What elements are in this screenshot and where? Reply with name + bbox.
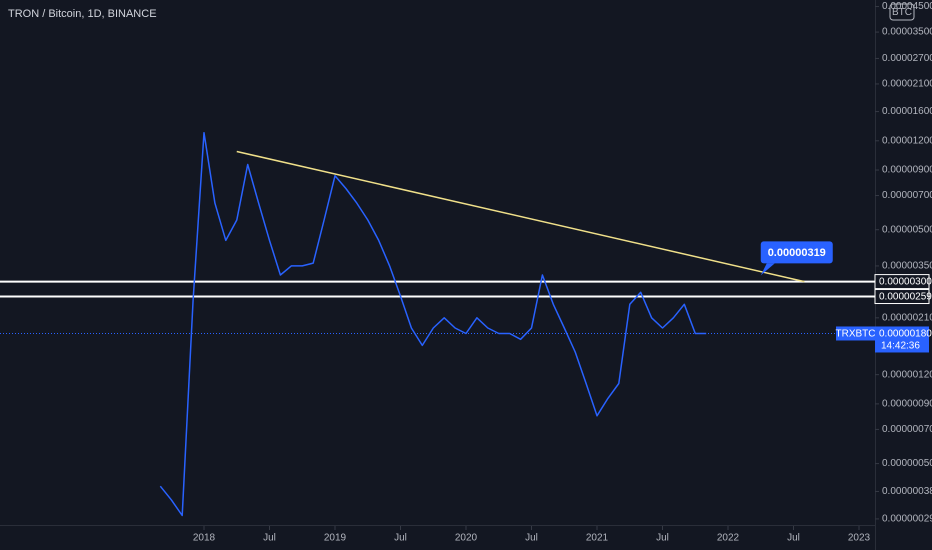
level-label: 0.00000300 xyxy=(879,277,932,288)
currency-label[interactable]: BTC xyxy=(892,7,912,18)
x-tick-label: 2021 xyxy=(586,533,609,544)
chart-title: TRON / Bitcoin, 1D, BINANCE xyxy=(8,8,157,20)
currency-box[interactable] xyxy=(889,3,915,21)
y-tick-label: 0.00002100 xyxy=(882,79,932,90)
callout-pointer xyxy=(760,263,775,276)
level-box xyxy=(874,274,930,290)
x-tick-label: Jul xyxy=(394,533,407,544)
x-tick-label: Jul xyxy=(656,533,669,544)
x-tick-label: 2020 xyxy=(455,533,478,544)
y-tick-label: 0.00004500 xyxy=(882,1,932,12)
x-tick-label: Jul xyxy=(525,533,538,544)
last-price-box xyxy=(875,326,929,353)
y-tick-label: 0.00000210 xyxy=(882,312,932,323)
y-tick-label: 0.00000029 xyxy=(882,514,932,525)
x-tick-label: Jul xyxy=(263,533,276,544)
x-tick-label: 2019 xyxy=(324,533,347,544)
y-tick-label: 0.00000700 xyxy=(882,190,932,201)
x-tick-label: 2022 xyxy=(717,533,740,544)
y-tick-label: 0.00001600 xyxy=(882,106,932,117)
level-box xyxy=(874,289,930,305)
y-tick-label: 0.00000120 xyxy=(882,369,932,380)
last-price-label: 0.00000180 xyxy=(879,329,932,340)
price-line xyxy=(159,131,707,517)
y-tick-label: 0.00000500 xyxy=(882,224,932,235)
y-tick-label: 0.00003500 xyxy=(882,27,932,38)
y-tick-label: 0.00000090 xyxy=(882,399,932,410)
x-tick-label: Jul xyxy=(787,533,800,544)
x-tick-label: 2018 xyxy=(193,533,216,544)
symbol-label: TRXBTC xyxy=(836,329,876,340)
y-tick-label: 0.00000050 xyxy=(882,458,932,469)
y-tick-label: 0.00002700 xyxy=(882,53,932,64)
y-tick-label: 0.00000038 xyxy=(882,486,932,497)
y-tick-label: 0.00000350 xyxy=(882,261,932,272)
callout-box xyxy=(760,241,833,264)
level-label: 0.00000259 xyxy=(879,292,932,303)
y-tick-label: 0.00000070 xyxy=(882,424,932,435)
x-tick-label: 2023 xyxy=(848,533,871,544)
callout-label: 0.00000319 xyxy=(768,247,826,259)
y-tick-label: 0.00000900 xyxy=(882,165,932,176)
y-tick-label: 0.00001200 xyxy=(882,135,932,146)
countdown-label: 14:42:36 xyxy=(881,341,920,352)
symbol-box xyxy=(836,326,875,341)
trendline xyxy=(236,150,805,283)
